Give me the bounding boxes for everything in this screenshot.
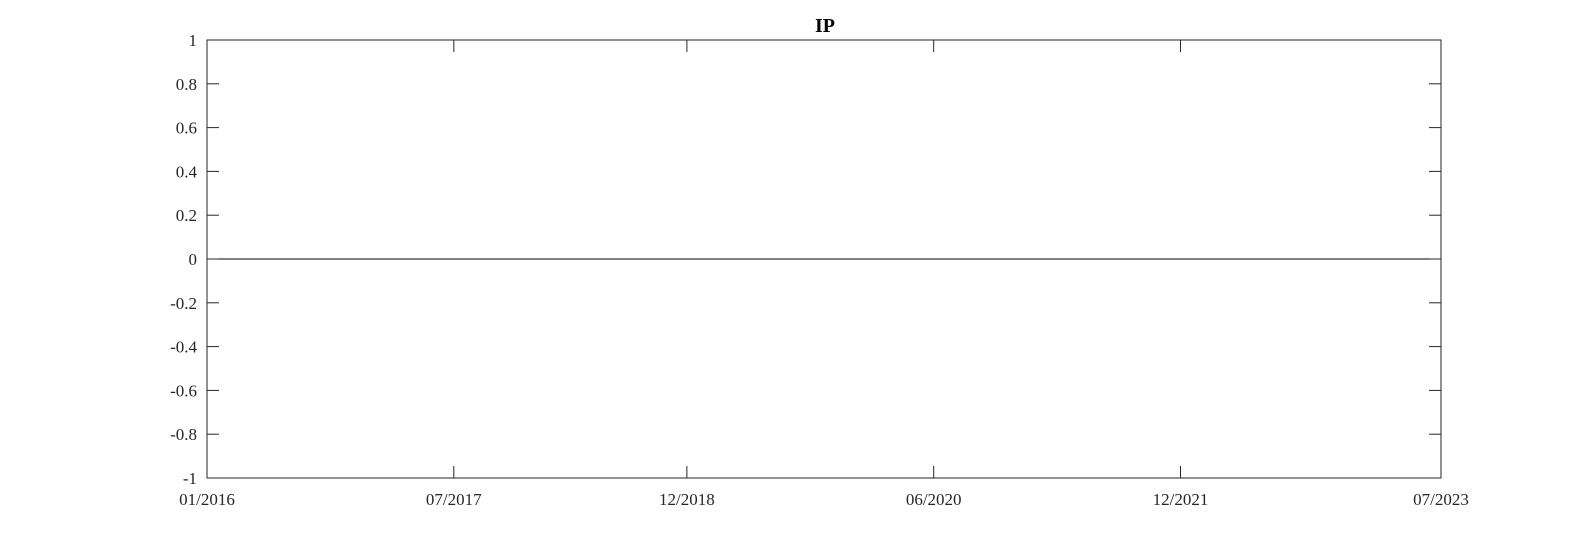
plot-frame <box>206 39 1442 479</box>
y-axis: 1 0.8 0.6 0.4 0.2 0 -0.2 -0.4 -0.6 -0.8 -1 <box>170 31 1441 488</box>
y-tick-label: 0.2 <box>176 206 197 225</box>
x-tick-label: 12/2021 <box>1153 490 1209 509</box>
x-axis: 01/2016 07/2017 12/2018 06/2020 12/2021 07/20… <box>179 40 1469 509</box>
x-tick-label: 07/2017 <box>426 490 482 509</box>
y-tick-label: 0 <box>189 250 198 269</box>
y-tick-label: -0.4 <box>170 338 197 357</box>
y-tick-label: -0.8 <box>170 425 197 444</box>
x-tick-label: 12/2018 <box>659 490 715 509</box>
y-tick-label: 0.4 <box>176 162 198 181</box>
y-tick-label: -0.6 <box>170 381 197 400</box>
y-tick-label: 1 <box>189 31 198 50</box>
chart-title: IP <box>815 15 835 37</box>
x-tick-label: 01/2016 <box>179 490 235 509</box>
x-tick-label: 06/2020 <box>906 490 962 509</box>
y-tick-label: 0.6 <box>176 119 197 138</box>
y-tick-label: -1 <box>183 469 197 488</box>
y-tick-label: -0.2 <box>170 294 197 313</box>
y-tick-label: 0.8 <box>176 75 197 94</box>
x-tick-label: 07/2023 <box>1413 490 1469 509</box>
